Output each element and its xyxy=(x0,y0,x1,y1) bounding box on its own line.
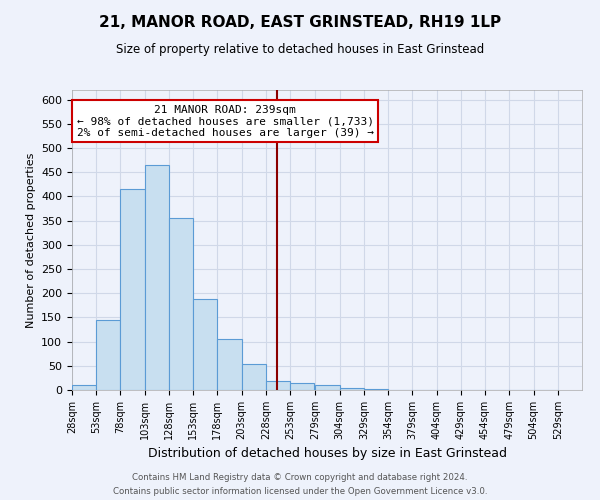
Y-axis label: Number of detached properties: Number of detached properties xyxy=(26,152,35,328)
Text: Contains HM Land Registry data © Crown copyright and database right 2024.: Contains HM Land Registry data © Crown c… xyxy=(132,473,468,482)
Text: 21 MANOR ROAD: 239sqm
← 98% of detached houses are smaller (1,733)
2% of semi-de: 21 MANOR ROAD: 239sqm ← 98% of detached … xyxy=(77,104,374,138)
Bar xyxy=(217,339,242,390)
Text: Size of property relative to detached houses in East Grinstead: Size of property relative to detached ho… xyxy=(116,42,484,56)
Bar xyxy=(316,385,340,390)
Bar xyxy=(169,218,193,390)
Bar xyxy=(242,364,266,390)
Text: Contains public sector information licensed under the Open Government Licence v3: Contains public sector information licen… xyxy=(113,486,487,496)
X-axis label: Distribution of detached houses by size in East Grinstead: Distribution of detached houses by size … xyxy=(148,448,506,460)
Bar xyxy=(145,165,169,390)
Bar xyxy=(72,385,96,390)
Bar xyxy=(364,389,388,390)
Bar xyxy=(96,320,121,390)
Bar xyxy=(193,299,217,390)
Bar xyxy=(340,388,364,390)
Bar xyxy=(290,383,314,390)
Text: 21, MANOR ROAD, EAST GRINSTEAD, RH19 1LP: 21, MANOR ROAD, EAST GRINSTEAD, RH19 1LP xyxy=(99,15,501,30)
Bar xyxy=(121,189,145,390)
Bar xyxy=(266,382,290,390)
